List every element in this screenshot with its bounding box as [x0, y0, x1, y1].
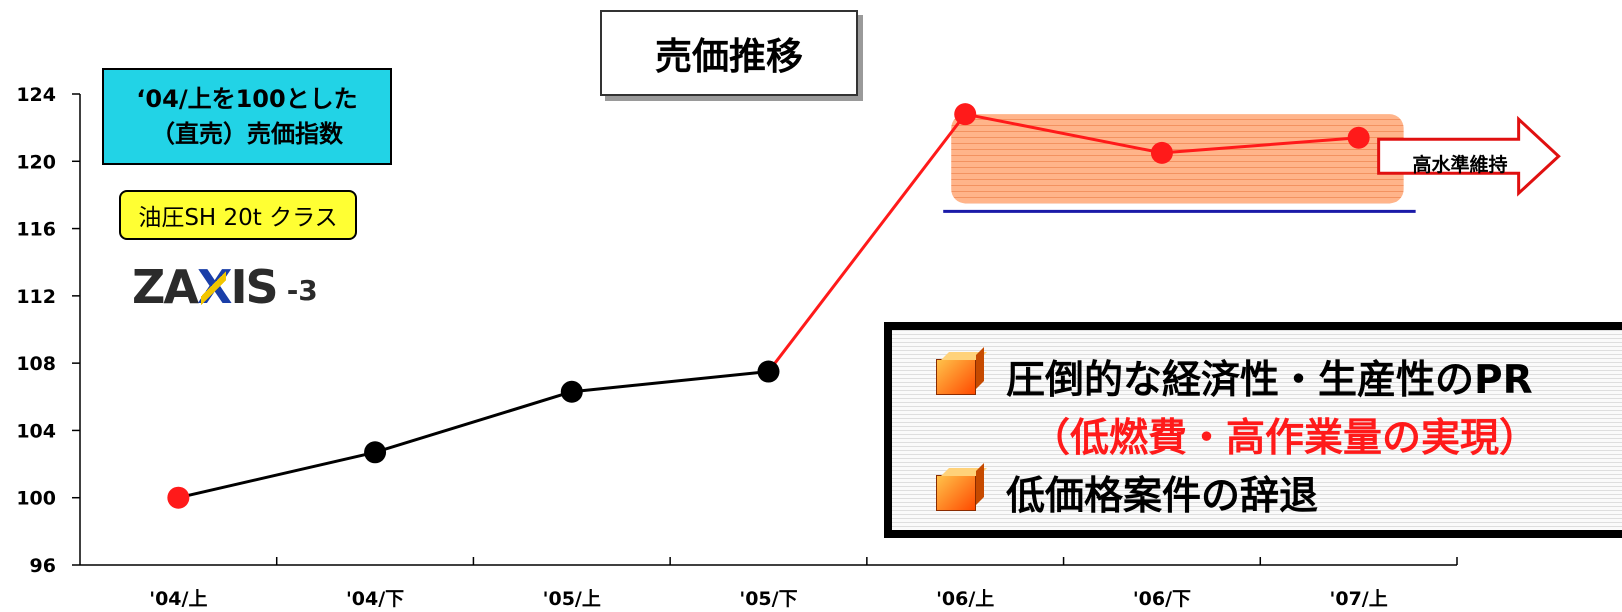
series-segment [571, 370, 769, 394]
series-line [167, 103, 1370, 509]
machine-class-badge: 油圧SH 20t クラス [119, 190, 357, 240]
x-tick-label: '05/上 [543, 588, 601, 610]
x-tick-label: '06/上 [936, 588, 994, 610]
index-note-line2: （直売）売価指数 [151, 119, 343, 148]
orange-cube-icon [936, 359, 976, 395]
index-note-line1: ‘04/上を100とした [136, 84, 358, 113]
callout-panel: 圧倒的な経済性・生産性のPR （低燃費・高作業量の実現） 低価格案件の辞退 [892, 330, 1622, 530]
band-label: 高水準維持 [1412, 153, 1508, 176]
data-point [757, 360, 780, 383]
orange-cube-icon [936, 475, 976, 511]
callout-box: 圧倒的な経済性・生産性のPR （低燃費・高作業量の実現） 低価格案件の辞退 [884, 322, 1622, 538]
x-tick-label: '05/下 [739, 588, 797, 610]
series-segment [178, 450, 376, 500]
chart-title: 売価推移 [600, 10, 858, 96]
y-tick-label: 120 [16, 151, 56, 173]
callout-bullet: 圧倒的な経済性・生産性のPR [936, 348, 1622, 406]
data-point [364, 441, 387, 464]
x-tick-label: '04/上 [149, 588, 207, 610]
series-segment [374, 390, 573, 454]
logo-word: ZAXIS [132, 260, 279, 314]
y-tick-label: 112 [16, 286, 56, 308]
chart-axes: 96 100 104 108 112 116 120 124 '04/上 '04/下 '05/上 '0… [16, 84, 1458, 610]
data-point [1150, 141, 1173, 164]
y-tick-label: 116 [16, 219, 56, 241]
callout-subtext: （低燃費・高作業量の実現） [1031, 416, 1539, 461]
band-area [951, 114, 1404, 204]
y-tick-label: 124 [16, 84, 56, 106]
callout-bullet-text: 低価格案件の辞退 [1006, 474, 1319, 519]
callout-bullet-text: 圧倒的な経済性・生産性のPR [1006, 358, 1533, 403]
series-segment [964, 112, 1163, 155]
logo-suffix: -3 [286, 274, 318, 307]
y-tick-label: 96 [30, 555, 56, 577]
series-segment [1161, 136, 1359, 155]
highlight-band [943, 114, 1561, 213]
y-tick-label: 100 [16, 488, 56, 510]
zaxis-logo: ZAXIS -3 [132, 250, 318, 310]
data-point [167, 486, 190, 509]
x-tick-label: '06/下 [1133, 588, 1191, 610]
y-tick-label: 108 [16, 353, 56, 375]
y-tick-label: 104 [16, 420, 56, 442]
data-point [1347, 126, 1370, 149]
x-tick-label: '07/上 [1330, 588, 1388, 610]
data-point [954, 103, 977, 126]
series-segment [767, 113, 967, 373]
x-tick-label: '04/下 [346, 588, 404, 610]
index-note-box: ‘04/上を100とした （直売）売価指数 [102, 68, 392, 165]
right-arrow-icon [1377, 115, 1561, 197]
data-point [560, 380, 583, 403]
callout-bullet: 低価格案件の辞退 [936, 464, 1622, 522]
